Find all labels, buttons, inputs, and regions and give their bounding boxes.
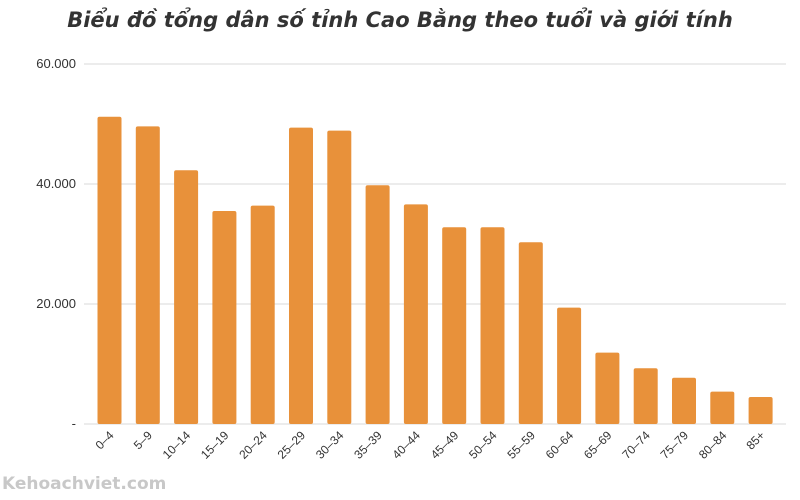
x-tick-label: 40–44 (390, 428, 424, 462)
bar-15–19 (212, 211, 237, 424)
x-tick-label: 10–14 (160, 428, 194, 462)
y-tick-label: - (72, 416, 76, 431)
x-tick-label: 65–69 (581, 428, 615, 462)
bar-50–54 (480, 227, 505, 424)
x-tick-label: 5–9 (131, 428, 155, 452)
bar-40–44 (403, 204, 428, 424)
bars (97, 116, 773, 425)
x-tick-label: 0–4 (93, 428, 117, 452)
x-tick-label: 25–29 (275, 428, 309, 462)
x-tick-label: 30–34 (313, 428, 347, 462)
bar-30–34 (327, 130, 352, 424)
x-axis-ticks: 0–4 5–9 10–14 15–19 20–24 25–29 30–34 35–39 40–4… (93, 428, 768, 462)
bar-45–49 (442, 227, 467, 424)
x-tick-label: 15–19 (198, 428, 232, 462)
x-tick-label: 20–24 (236, 428, 270, 462)
x-tick-label: 75–79 (658, 428, 692, 462)
bar-5–9 (135, 126, 160, 425)
bar-80–84 (710, 391, 735, 424)
y-tick-label: 20.000 (36, 296, 76, 311)
x-tick-label: 55–59 (504, 428, 538, 462)
bar-25–29 (289, 127, 313, 424)
x-tick-label: 50–54 (466, 428, 500, 462)
bar-35–39 (365, 185, 390, 424)
y-tick-label: 60.000 (36, 56, 76, 71)
x-tick-label: 35–39 (351, 428, 385, 462)
bar-20–24 (250, 205, 275, 424)
bar-0–4 (97, 116, 122, 425)
y-tick-label: 40.000 (36, 176, 76, 191)
x-tick-label: 70–74 (619, 428, 653, 462)
x-tick-label: 60–64 (543, 428, 577, 462)
bar-75–79 (672, 377, 696, 424)
x-tick-label: 80–84 (696, 428, 730, 462)
bar-55–59 (518, 242, 543, 424)
grid-lines (84, 63, 786, 425)
y-axis-ticks: - 20.000 40.000 60.000 (36, 56, 76, 431)
bar-70–74 (633, 368, 658, 424)
chart-title: Biểu đồ tổng dân số tỉnh Cao Bằng theo t… (67, 8, 733, 32)
bar-10–14 (174, 170, 199, 424)
bar-65–69 (595, 352, 620, 424)
x-tick-label: 85+ (743, 428, 767, 452)
watermark-text: Kehoachviet.com (2, 474, 167, 494)
bar-85+ (748, 397, 773, 424)
bar-60–64 (557, 307, 582, 424)
x-tick-label: 45–49 (428, 428, 462, 462)
